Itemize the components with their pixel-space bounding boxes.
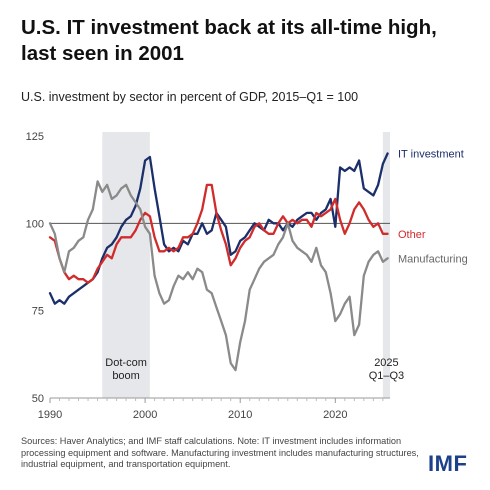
shaded-periods: Dot-com boom 2025 Q1–Q3: [102, 132, 404, 398]
x-tick-label: 2010: [228, 409, 252, 421]
y-tick-label: 100: [26, 218, 44, 230]
shaded-period-label: Dot-com boom: [105, 357, 147, 382]
y-tick-label: 50: [32, 393, 44, 405]
chart-title: U.S. IT investment back at its all-time …: [21, 16, 437, 65]
series-label: IT investment: [398, 148, 464, 160]
series-label: Manufacturing: [398, 253, 468, 265]
shaded-period: [382, 132, 390, 398]
axes: 50 75 100 125 1990 2000 2010 2020: [26, 131, 390, 421]
series-line: [48, 152, 389, 305]
shaded-period-label: 2025 Q1–Q3: [369, 357, 404, 382]
y-tick-label: 75: [32, 306, 44, 318]
shaded-period-label-line: boom: [112, 370, 140, 382]
series-line: [48, 183, 389, 284]
imf-logo: IMF: [428, 451, 468, 476]
series-label: Other: [398, 229, 426, 241]
shaded-period-label-line: Q1–Q3: [369, 370, 404, 382]
x-tick-label: 2020: [323, 409, 347, 421]
x-tick-label: 1990: [38, 409, 62, 421]
chart-subtitle: U.S. investment by sector in percent of …: [21, 90, 359, 104]
series-line: [48, 180, 389, 372]
y-tick-label: 125: [26, 131, 44, 143]
x-tick-label: 2000: [133, 409, 157, 421]
series-labels: IT investment Other Manufacturing: [398, 148, 468, 265]
shaded-period-label-line: Dot-com: [105, 357, 147, 369]
shaded-period-label-line: 2025: [374, 357, 398, 369]
source-note: Sources: Haver Analytics; and IMF staff …: [21, 436, 419, 470]
series-lines: [48, 152, 389, 372]
